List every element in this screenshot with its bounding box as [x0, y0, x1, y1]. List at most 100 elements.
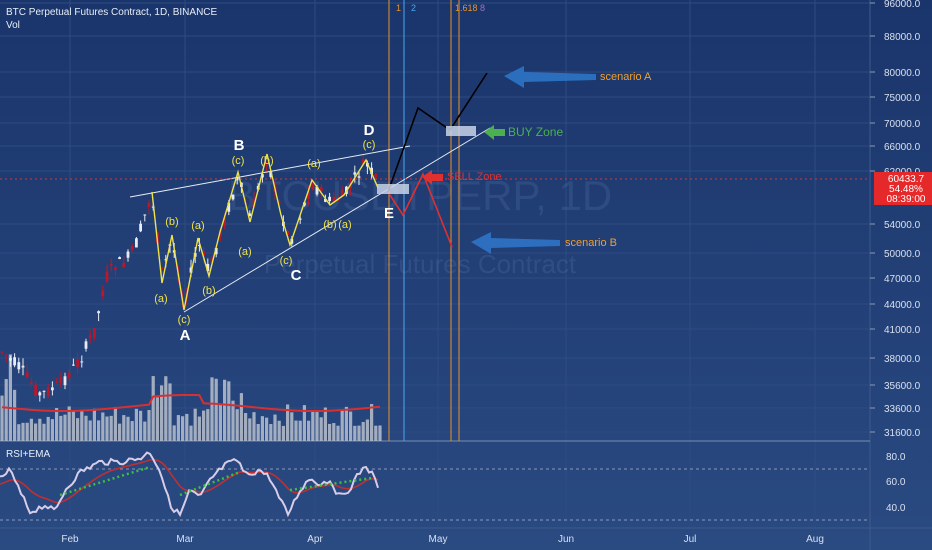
candle-body: [118, 257, 121, 259]
price-tick: 31600.0: [884, 428, 921, 439]
wave-minor-2: (b): [165, 216, 178, 228]
volume-bar: [273, 414, 277, 441]
wave-minor-1: (a): [154, 293, 167, 305]
volume-bar: [122, 415, 126, 441]
candle-body: [147, 202, 151, 207]
wave-label-E: E: [384, 205, 394, 222]
arrow-scenario-a-icon: [504, 66, 596, 88]
candle-body: [51, 387, 54, 391]
candle-body: [9, 358, 12, 361]
candle-body: [0, 351, 4, 353]
volume-bar: [8, 354, 12, 441]
volume-bar: [185, 413, 189, 441]
candle-body: [223, 217, 226, 227]
candle-body: [235, 177, 239, 181]
rsi-tick-40: 40.0: [886, 503, 906, 514]
volume-bars: [0, 354, 382, 441]
candle-body: [248, 213, 252, 217]
last-price-badge: 60433.7 54.48% 08:39:00: [874, 172, 932, 205]
candle-body: [105, 271, 109, 282]
candle-body: [315, 186, 319, 195]
candle-body: [189, 267, 193, 273]
volume-bar: [260, 416, 264, 441]
volume-bar: [25, 422, 29, 441]
candle-body: [252, 198, 256, 208]
volume-bar: [126, 416, 130, 441]
volume-bar: [97, 420, 101, 441]
volume-bar: [176, 415, 180, 441]
candle-body: [76, 359, 79, 367]
volume-bar: [344, 406, 348, 441]
volume-bar: [349, 411, 353, 441]
last-price-value: 60433.7: [888, 174, 925, 185]
volume-bar: [256, 423, 260, 441]
candle-body: [206, 263, 210, 271]
volume-bar: [21, 422, 25, 441]
volume-bar: [328, 423, 332, 441]
wave-minor-5: (b): [202, 285, 215, 297]
sell-zone-arrow-icon: [422, 170, 443, 185]
volume-bar: [239, 393, 243, 441]
volume-bar: [193, 408, 197, 441]
volume-bar: [323, 407, 327, 441]
candle-body: [349, 184, 352, 189]
volume-bar: [265, 417, 269, 441]
volume-bar: [189, 425, 193, 441]
price-tick: 38000.0: [884, 354, 921, 365]
candle-body: [17, 362, 21, 370]
candle-body: [324, 198, 327, 202]
time-axis[interactable]: Feb Mar Apr May Jun Jul Aug: [61, 534, 824, 545]
volume-bar: [378, 425, 382, 441]
triangle-lower-line: [183, 127, 491, 313]
candle-body: [67, 372, 71, 379]
volume-bar: [248, 418, 252, 441]
wave-label-D: D: [364, 122, 375, 139]
candle-body: [332, 196, 336, 201]
candle-body: [298, 218, 302, 220]
volume-bar: [34, 423, 38, 441]
last-price-change: 54.48%: [889, 184, 923, 195]
wave-label-B: B: [234, 137, 245, 154]
volume-bar: [281, 425, 285, 441]
wave-minor-9: (c): [280, 255, 293, 267]
time-tick: Aug: [806, 534, 824, 545]
price-tick: 96000.0: [884, 0, 921, 10]
volume-bar: [298, 420, 302, 441]
candle-body: [164, 259, 168, 261]
volume-bar: [168, 383, 172, 441]
wave-minor-12: (c): [363, 139, 376, 151]
volume-bar: [307, 420, 311, 441]
candle-body: [160, 267, 163, 270]
sell-zone-box: [377, 184, 409, 194]
candle-body: [307, 191, 310, 199]
candle-body: [328, 196, 331, 202]
sell-zone-label: SELL Zone: [447, 171, 502, 183]
volume-bar: [113, 406, 117, 441]
candle-body: [38, 392, 42, 396]
volume-bar: [50, 419, 54, 441]
candle-body: [370, 167, 373, 175]
wave-minor-13: (a): [338, 219, 351, 231]
volume-bar: [38, 418, 42, 441]
candle-body: [63, 376, 67, 386]
fib-label-1: 1: [396, 3, 401, 13]
candle-body: [231, 194, 235, 200]
last-price-countdown: 08:39:00: [887, 194, 926, 205]
candle-body: [109, 264, 113, 266]
candle-body: [72, 364, 75, 366]
volume-bar: [269, 424, 273, 441]
volume-bar: [118, 423, 122, 441]
candle-body: [4, 354, 8, 356]
volume-bar: [67, 406, 71, 441]
wave-minor-8: (a): [238, 246, 251, 258]
candle-body: [30, 382, 33, 385]
volume-bar: [147, 409, 151, 441]
volume-bar: [63, 414, 67, 441]
candle-body: [84, 341, 88, 349]
candle-body: [42, 390, 46, 392]
rsi-tick-60: 60.0: [886, 477, 906, 488]
rsi-trend-dotted-2: [179, 470, 241, 497]
candle-body: [126, 251, 130, 258]
